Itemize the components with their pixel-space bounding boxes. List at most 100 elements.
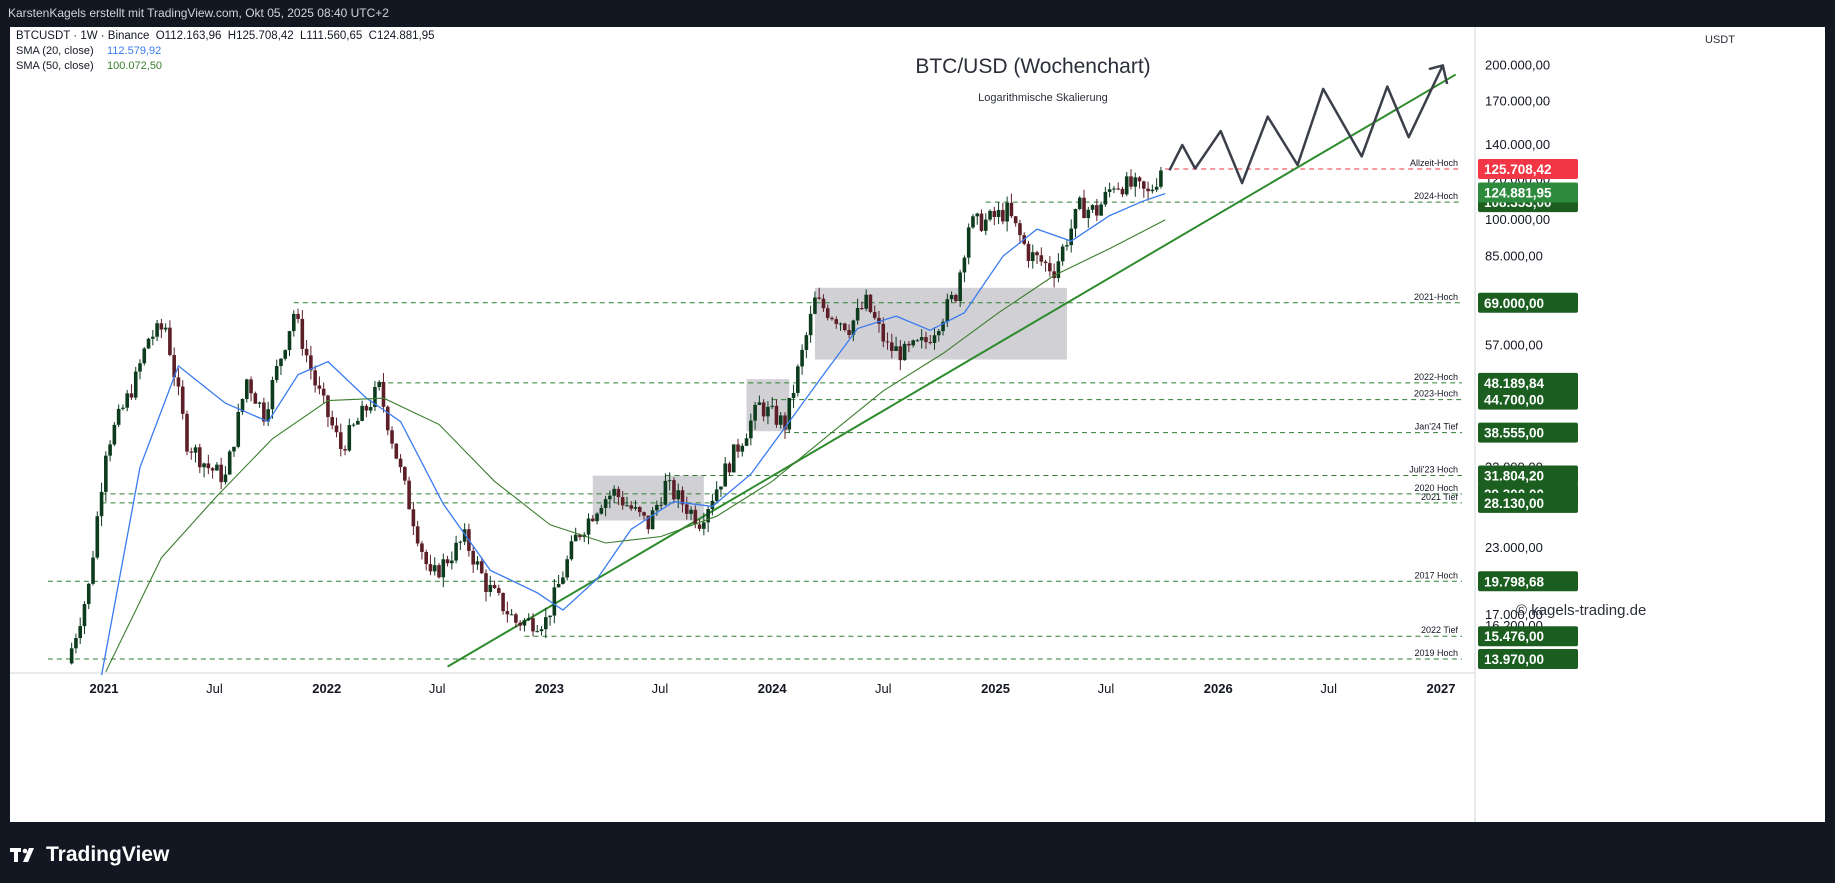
level-badge-box bbox=[1478, 422, 1578, 443]
candle-body bbox=[710, 500, 715, 510]
legend-sma20-value: 112.579,92 bbox=[107, 45, 161, 57]
candle-body bbox=[326, 395, 330, 418]
candle-body bbox=[646, 515, 651, 530]
candle-body bbox=[612, 488, 616, 496]
level-label: 2021 Tief bbox=[1421, 492, 1459, 502]
candle-body bbox=[112, 424, 117, 445]
x-tick-label: 2024 bbox=[758, 681, 788, 696]
candle-body bbox=[334, 425, 339, 433]
level-label: Juli'23 Hoch bbox=[1409, 465, 1458, 475]
candle-body bbox=[108, 444, 112, 456]
chart-container[interactable]: 200.000,00170.000,00140.000,00120.000,00… bbox=[10, 27, 1825, 822]
candle-body bbox=[356, 420, 360, 425]
trendline bbox=[447, 73, 1457, 668]
candle-body bbox=[180, 386, 185, 414]
candle-body bbox=[693, 509, 698, 525]
candle-body bbox=[415, 526, 420, 544]
candle-body bbox=[749, 420, 753, 439]
candle-body bbox=[1150, 189, 1155, 192]
candle-body bbox=[770, 405, 774, 407]
candle-body bbox=[1095, 205, 1099, 216]
y-tick-label: 23.000,00 bbox=[1485, 540, 1543, 555]
candle-body bbox=[561, 577, 565, 584]
candle-body bbox=[138, 363, 142, 372]
candle-body bbox=[116, 408, 121, 425]
candle-body bbox=[492, 584, 497, 589]
candle-body bbox=[783, 415, 787, 430]
ath-badge-text: 125.708,42 bbox=[1484, 162, 1552, 177]
candle-body bbox=[104, 455, 108, 492]
candle-body bbox=[971, 216, 975, 228]
level-badge-box bbox=[1478, 465, 1578, 486]
candle-body bbox=[936, 331, 941, 336]
chart-canvas[interactable]: 200.000,00170.000,00140.000,00120.000,00… bbox=[10, 27, 1825, 822]
legend: BTCUSDT · 1W · Binance O112.163,96 H125.… bbox=[16, 30, 435, 72]
candle-body bbox=[676, 490, 681, 500]
candle-body bbox=[155, 323, 159, 337]
candle-body bbox=[338, 432, 343, 450]
candle-body bbox=[979, 213, 984, 231]
candle-body bbox=[889, 342, 894, 351]
level-label: 2023-Hoch bbox=[1414, 389, 1458, 399]
candle-body bbox=[565, 559, 569, 578]
candle-body bbox=[851, 320, 856, 335]
candle-body bbox=[82, 604, 87, 627]
candle-body bbox=[1159, 170, 1163, 187]
candle-body bbox=[907, 343, 911, 346]
last-price-badge-box bbox=[1478, 182, 1578, 203]
candle-body bbox=[744, 438, 749, 446]
candle-body bbox=[800, 349, 804, 367]
candle-body bbox=[860, 308, 864, 310]
candle-body bbox=[262, 402, 266, 422]
level-badge-text: 44.700,00 bbox=[1484, 393, 1544, 408]
candle-body bbox=[240, 398, 245, 413]
candle-body bbox=[313, 370, 317, 386]
y-tick-label: 85.000,00 bbox=[1485, 248, 1543, 263]
legend-symbol-line: BTCUSDT · 1W · Binance O112.163,96 H125.… bbox=[16, 30, 435, 42]
candle-body bbox=[1026, 243, 1031, 262]
candle-body bbox=[753, 404, 757, 421]
candle-body bbox=[296, 313, 300, 319]
candle-body bbox=[992, 210, 997, 218]
candle-body bbox=[403, 467, 407, 481]
legend-sma50-label: SMA (50, close) bbox=[16, 60, 94, 72]
tradingview-footer: TradingView bbox=[10, 840, 169, 870]
level-badge-text: 13.970,00 bbox=[1484, 652, 1544, 667]
candle-body bbox=[595, 513, 599, 522]
x-tick-label: Jul bbox=[429, 681, 446, 696]
candle-body bbox=[817, 297, 821, 299]
candle-body bbox=[420, 543, 424, 552]
level-badge-text: 19.798,68 bbox=[1484, 574, 1545, 589]
candle-body bbox=[1124, 176, 1129, 195]
candle-body bbox=[573, 534, 578, 542]
candle-body bbox=[330, 417, 335, 426]
candle-body bbox=[791, 392, 796, 398]
last-price-badge-text: 124.881,95 bbox=[1484, 185, 1552, 200]
candle-body bbox=[659, 504, 663, 506]
candle-body bbox=[1056, 261, 1061, 279]
candle-body bbox=[774, 405, 779, 425]
candle-body bbox=[377, 381, 382, 388]
candle-body bbox=[821, 298, 826, 309]
candle-body bbox=[1035, 252, 1039, 256]
candle-body bbox=[343, 449, 347, 451]
candle-body bbox=[919, 337, 924, 341]
candle-body bbox=[539, 629, 544, 632]
candle-body bbox=[445, 559, 450, 564]
candle-body bbox=[813, 297, 817, 314]
candle-body bbox=[304, 348, 309, 356]
candle-body bbox=[95, 516, 100, 558]
candle-body bbox=[702, 522, 706, 529]
x-tick-label: Jul bbox=[206, 681, 223, 696]
candle-body bbox=[206, 463, 211, 469]
candle-body bbox=[663, 480, 668, 505]
candle-body bbox=[390, 430, 394, 444]
chart-title: BTC/USD (Wochenchart) bbox=[915, 55, 1150, 78]
candle-body bbox=[603, 499, 608, 508]
legend-sma50-value: 100.072,50 bbox=[107, 60, 162, 72]
candle-body bbox=[1005, 202, 1009, 222]
candle-body bbox=[667, 480, 672, 482]
candle-body bbox=[163, 327, 168, 330]
candle-body bbox=[437, 565, 441, 578]
candle-body bbox=[381, 381, 386, 407]
